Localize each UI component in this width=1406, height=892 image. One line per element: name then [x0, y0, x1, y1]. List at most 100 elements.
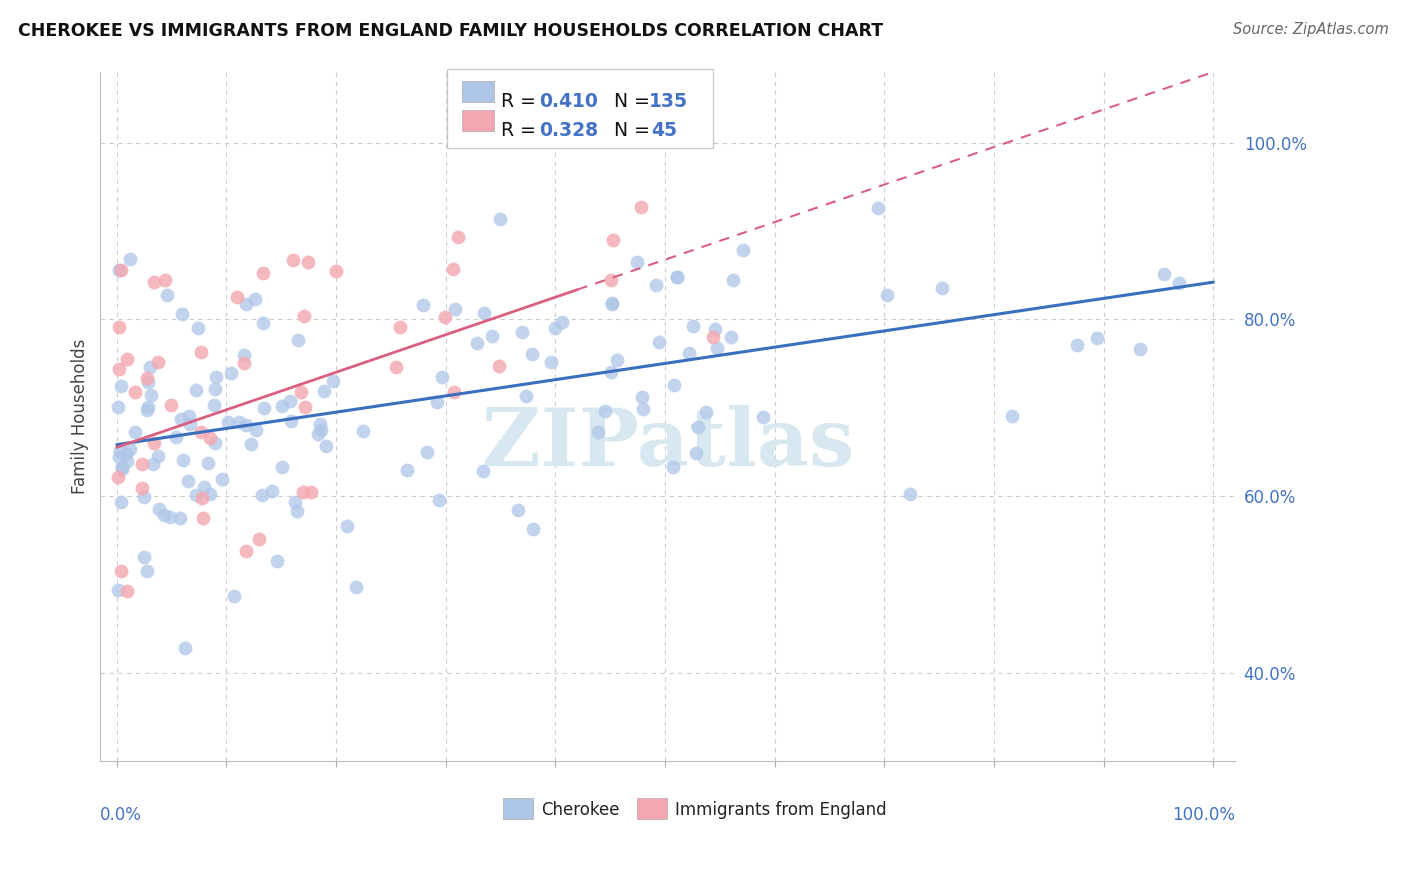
Point — [720, 329, 742, 343]
Point — [117, 351, 139, 366]
Point — [644, 277, 666, 292]
Point — [160, 398, 183, 412]
Point — [143, 275, 166, 289]
Point — [662, 378, 685, 392]
Point — [665, 269, 688, 284]
Point — [550, 315, 572, 329]
FancyBboxPatch shape — [463, 81, 494, 102]
Point — [292, 485, 315, 500]
Point — [489, 211, 512, 226]
Point — [586, 425, 609, 439]
Point — [544, 320, 567, 334]
Point — [211, 472, 233, 486]
Point — [731, 244, 754, 258]
Point — [252, 488, 274, 502]
Point — [107, 450, 129, 465]
Point — [111, 461, 134, 475]
Point — [876, 288, 898, 302]
Point — [510, 325, 533, 339]
Point — [226, 290, 249, 304]
Point — [447, 230, 470, 244]
Point — [292, 310, 315, 324]
Point — [751, 409, 773, 424]
Point — [702, 330, 724, 344]
Point — [110, 379, 132, 393]
Point — [682, 319, 704, 334]
Point — [297, 255, 319, 269]
Point — [235, 296, 257, 310]
Point — [285, 504, 308, 518]
Point — [294, 400, 316, 414]
Point — [169, 510, 191, 524]
Text: ZIPatlas: ZIPatlas — [482, 405, 853, 483]
Point — [107, 470, 129, 484]
Point — [202, 398, 225, 412]
Point — [197, 456, 219, 470]
Point — [1153, 267, 1175, 281]
Point — [252, 316, 274, 330]
Point — [488, 359, 510, 373]
Point — [107, 401, 129, 415]
Point — [426, 395, 449, 409]
Point — [412, 298, 434, 312]
Point — [688, 420, 710, 434]
Point — [179, 417, 201, 432]
Point — [198, 431, 221, 445]
Point — [1000, 409, 1022, 423]
Point — [217, 415, 239, 429]
Point — [108, 263, 131, 277]
Point — [205, 370, 228, 384]
Point — [309, 417, 332, 431]
Point — [522, 522, 544, 536]
Point — [704, 322, 727, 336]
FancyBboxPatch shape — [637, 798, 666, 819]
Point — [266, 553, 288, 567]
Point — [239, 437, 262, 451]
Point — [245, 423, 267, 437]
Point — [253, 401, 276, 416]
Point — [219, 366, 242, 380]
Point — [110, 495, 132, 509]
Point — [187, 320, 209, 334]
Point — [465, 335, 488, 350]
Point — [344, 580, 367, 594]
Point — [124, 425, 146, 439]
Point — [114, 447, 136, 461]
Point — [395, 463, 418, 477]
Text: 100.0%: 100.0% — [1173, 805, 1236, 823]
Point — [155, 287, 177, 301]
Point — [678, 346, 700, 360]
Point — [662, 460, 685, 475]
Point — [252, 266, 274, 280]
Point — [602, 233, 624, 247]
Point — [117, 583, 139, 598]
Point — [322, 374, 344, 388]
Point — [169, 412, 191, 426]
Point — [146, 449, 169, 463]
Point — [606, 353, 628, 368]
Point — [931, 281, 953, 295]
Point — [107, 583, 129, 598]
Point — [111, 459, 134, 474]
Point — [299, 484, 322, 499]
Point — [138, 359, 160, 374]
Point — [228, 415, 250, 429]
Point — [118, 252, 141, 266]
Point — [868, 201, 890, 215]
Text: N =: N = — [614, 92, 657, 111]
Point — [177, 474, 200, 488]
Point — [290, 385, 312, 400]
Point — [141, 388, 163, 402]
Point — [131, 481, 153, 495]
Point — [441, 261, 464, 276]
Point — [600, 297, 623, 311]
Point — [706, 341, 728, 355]
Point — [515, 389, 537, 403]
Point — [280, 393, 302, 408]
Point — [415, 444, 437, 458]
Point — [235, 543, 257, 558]
Point — [134, 490, 156, 504]
Point — [271, 460, 294, 475]
Point — [430, 370, 453, 384]
Point — [136, 375, 159, 389]
